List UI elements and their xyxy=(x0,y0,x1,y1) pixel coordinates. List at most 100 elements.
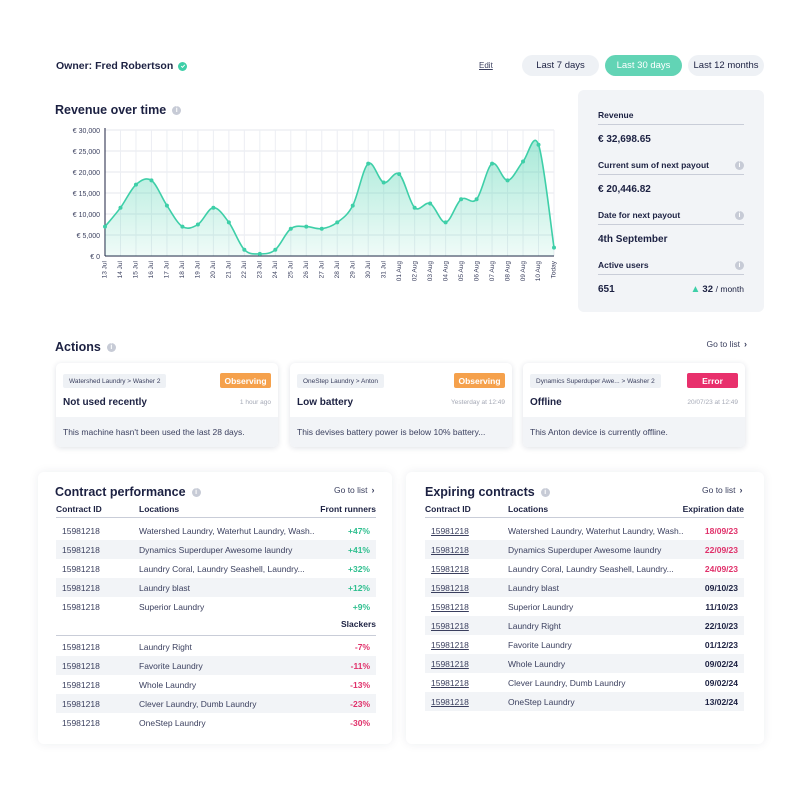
table-row[interactable]: 15981218 Superior Laundry 11/10/23 xyxy=(425,597,744,616)
contract-id: 15981218 xyxy=(62,525,100,536)
y-tick-label: € 20,000 xyxy=(73,170,100,177)
edit-link[interactable]: Edit xyxy=(479,61,493,70)
action-card[interactable]: OneStep Laundry > Anton Observing Low ba… xyxy=(290,363,512,447)
info-icon[interactable]: i xyxy=(735,260,744,270)
action-breadcrumb[interactable]: OneStep Laundry > Anton xyxy=(297,374,384,388)
table-row[interactable]: 15981218 Whole Laundry 09/02/24 xyxy=(425,654,744,673)
x-tick-label: 10 Aug xyxy=(535,261,542,282)
contract-location: Watershed Laundry, Waterhut Laundry, Was… xyxy=(508,525,684,536)
contract-id[interactable]: 15981218 xyxy=(431,582,469,593)
contract-location: Laundry blast xyxy=(508,582,560,593)
info-icon[interactable]: i xyxy=(191,487,201,497)
expiring-go-to-list-link[interactable]: Go to list › xyxy=(702,485,743,495)
table-row[interactable]: 15981218 Dynamics Superduper Awesome laun… xyxy=(425,540,744,559)
table-row[interactable]: 15981218 Dynamics Superduper Awesome laun… xyxy=(56,540,376,559)
x-tick-label: 16 Jul xyxy=(148,260,155,278)
x-tick-label: 29 Jul xyxy=(349,260,356,278)
table-row[interactable]: 15981218 Laundry Right -7% xyxy=(56,637,376,656)
info-icon[interactable]: i xyxy=(172,105,182,115)
row-value: 13/02/24 xyxy=(704,696,738,707)
y-tick-label: € 10,000 xyxy=(73,212,100,219)
table-row[interactable]: 15981218 Favorite Laundry -11% xyxy=(56,656,376,675)
contract-id[interactable]: 15981218 xyxy=(431,620,469,631)
contract-id[interactable]: 15981218 xyxy=(431,525,469,536)
row-value: 01/12/23 xyxy=(704,639,738,650)
data-point xyxy=(180,224,185,229)
range-last-30-days-button[interactable]: Last 30 days xyxy=(605,55,682,76)
divider xyxy=(56,517,376,518)
contract-location: Watershed Laundry, Waterhut Laundry, Was… xyxy=(139,525,315,536)
contract-id[interactable]: 15981218 xyxy=(431,658,469,669)
data-point xyxy=(226,220,231,225)
contract-location: Dynamics Superduper Awesome laundry xyxy=(508,544,662,555)
row-value: -13% xyxy=(350,679,370,690)
range-last-7-days-button[interactable]: Last 7 days xyxy=(522,55,599,76)
info-icon[interactable]: i xyxy=(540,487,550,497)
revenue-stat-label: Revenue xyxy=(598,110,634,120)
expiring-contracts-card: Expiring contracts i Go to list › Contrac… xyxy=(406,472,764,744)
table-row[interactable]: 15981218 Laundry Right 22/10/23 xyxy=(425,616,744,635)
row-value: 18/09/23 xyxy=(704,525,738,536)
range-last-12-months-button[interactable]: Last 12 months xyxy=(688,55,764,76)
table-row[interactable]: 15981218 Superior Laundry +9% xyxy=(56,597,376,616)
chevron-right-icon: › xyxy=(371,485,375,495)
contract-id[interactable]: 15981218 xyxy=(431,601,469,612)
table-row[interactable]: 15981218 Clever Laundry, Dumb Laundry 09/0… xyxy=(425,673,744,692)
contract-id[interactable]: 15981218 xyxy=(431,696,469,707)
row-value: -23% xyxy=(350,698,370,709)
divider xyxy=(425,517,744,518)
contract-id: 15981218 xyxy=(62,679,100,690)
data-point xyxy=(490,161,495,166)
contract-location: Superior Laundry xyxy=(139,601,205,612)
data-point xyxy=(304,224,309,229)
action-card[interactable]: Dynamics Superduper Awe... > Washer 2 Er… xyxy=(523,363,745,447)
x-tick-label: 17 Jul xyxy=(164,260,171,278)
contract-id[interactable]: 15981218 xyxy=(431,563,469,574)
row-value: +47% xyxy=(348,525,370,536)
info-icon[interactable]: i xyxy=(106,342,116,352)
col-contract-id: Contract ID xyxy=(425,504,471,514)
table-row[interactable]: 15981218 Laundry blast +12% xyxy=(56,578,376,597)
action-message: This machine hasn't been used the last 2… xyxy=(56,417,278,447)
x-tick-label: 13 Jul xyxy=(102,260,109,278)
verified-check-icon xyxy=(178,61,188,71)
contract-location: Superior Laundry xyxy=(508,601,574,612)
x-tick-label: 24 Jul xyxy=(272,260,279,278)
info-icon[interactable]: i xyxy=(735,160,744,170)
table-row[interactable]: 15981218 Clever Laundry, Dumb Laundry -23% xyxy=(56,694,376,713)
col-slackers: Slackers xyxy=(341,619,376,629)
table-row[interactable]: 15981218 Watershed Laundry, Waterhut Laun… xyxy=(56,521,376,540)
data-point xyxy=(474,197,479,202)
col-expiration-date: Expiration date xyxy=(682,504,744,514)
action-breadcrumb[interactable]: Watershed Laundry > Washer 2 xyxy=(63,374,167,388)
revenue-card: Revenue over time i € 0 € 5,000 € 10,000 € … xyxy=(38,90,578,312)
y-tick-label: € 15,000 xyxy=(73,191,100,198)
actions-go-to-list-link[interactable]: Go to list › xyxy=(706,339,747,349)
table-row[interactable]: 15981218 Favorite Laundry 01/12/23 xyxy=(425,635,744,654)
chevron-right-icon: › xyxy=(739,485,743,495)
table-row[interactable]: 15981218 Whole Laundry -13% xyxy=(56,675,376,694)
contract-id[interactable]: 15981218 xyxy=(431,639,469,650)
contract-location: Clever Laundry, Dumb Laundry xyxy=(508,677,626,688)
contract-id: 15981218 xyxy=(62,544,100,555)
action-card[interactable]: Watershed Laundry > Washer 2 Observing N… xyxy=(56,363,278,447)
x-tick-label: 30 Jul xyxy=(365,260,372,278)
col-front-runners: Front runners xyxy=(320,504,376,514)
action-title: Not used recently xyxy=(63,397,147,408)
contract-location: Laundry blast xyxy=(139,582,191,593)
table-row[interactable]: 15981218 OneStep Laundry 13/02/24 xyxy=(425,692,744,711)
action-message: This devises battery power is below 10% … xyxy=(290,417,512,447)
action-breadcrumb[interactable]: Dynamics Superduper Awe... > Washer 2 xyxy=(530,374,661,388)
table-row[interactable]: 15981218 Laundry blast 09/10/23 xyxy=(425,578,744,597)
x-tick-label: 27 Jul xyxy=(318,260,325,278)
info-icon[interactable]: i xyxy=(735,210,744,220)
table-row[interactable]: 15981218 Watershed Laundry, Waterhut Laun… xyxy=(425,521,744,540)
performance-go-to-list-link[interactable]: Go to list › xyxy=(334,485,375,495)
contract-id[interactable]: 15981218 xyxy=(431,677,469,688)
table-row[interactable]: 15981218 OneStep Laundry -30% xyxy=(56,713,376,732)
contract-id[interactable]: 15981218 xyxy=(431,544,469,555)
table-row[interactable]: 15981218 Laundry Coral, Laundry Seashell,… xyxy=(56,559,376,578)
table-row[interactable]: 15981218 Laundry Coral, Laundry Seashell,… xyxy=(425,559,744,578)
payout-date-value: 4th September xyxy=(598,234,668,245)
row-value: 22/10/23 xyxy=(704,620,738,631)
